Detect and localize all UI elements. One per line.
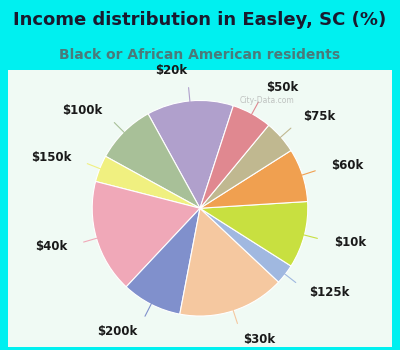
Text: $50k: $50k [266,81,299,94]
Text: $200k: $200k [97,325,137,338]
Wedge shape [200,208,291,282]
Text: City-Data.com: City-Data.com [240,96,295,105]
FancyBboxPatch shape [8,70,392,346]
Text: Black or African American residents: Black or African American residents [60,48,340,62]
Text: $100k: $100k [62,104,102,117]
Text: $30k: $30k [243,333,275,346]
Wedge shape [92,181,200,287]
Wedge shape [96,156,200,208]
Wedge shape [148,100,233,208]
Wedge shape [200,150,308,208]
Text: $20k: $20k [155,64,187,77]
Wedge shape [200,106,269,208]
Text: $60k: $60k [331,159,364,172]
Wedge shape [200,125,291,208]
Text: Income distribution in Easley, SC (%): Income distribution in Easley, SC (%) [13,10,387,29]
Text: $125k: $125k [309,286,350,299]
Text: $150k: $150k [31,151,72,164]
Text: $10k: $10k [334,236,366,249]
Wedge shape [200,202,308,266]
Wedge shape [106,114,200,208]
Text: $40k: $40k [35,240,68,253]
Wedge shape [126,208,200,314]
Wedge shape [180,208,278,316]
Text: $75k: $75k [304,111,336,124]
